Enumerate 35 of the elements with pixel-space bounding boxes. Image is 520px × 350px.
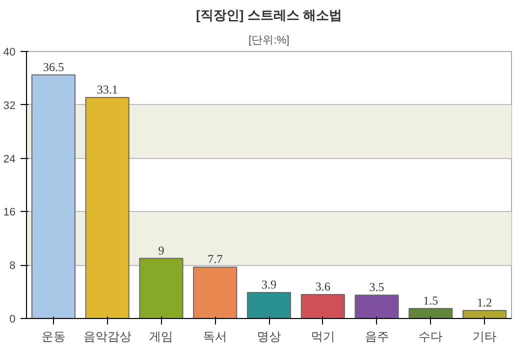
data-label: 3.9: [262, 277, 276, 292]
y-tick-label: 0: [9, 314, 16, 326]
x-tick-label: 독서: [203, 330, 228, 344]
data-label: 9: [158, 243, 164, 258]
bar: [85, 97, 130, 318]
x-tick-label: 수다: [418, 330, 443, 344]
bar: [31, 74, 76, 318]
data-label: 36.5: [42, 60, 64, 74]
x-tick-label: 먹기: [310, 330, 335, 344]
bar: [300, 294, 345, 318]
data-label: 1.5: [423, 293, 438, 308]
chart-subtitle: [단위:%]: [248, 34, 290, 46]
x-tick-label: 운동: [41, 330, 66, 344]
data-label: 3.6: [315, 279, 330, 294]
bar: [408, 308, 453, 318]
y-tick-label: 40: [3, 46, 16, 58]
y-tick-label: 32: [3, 100, 16, 112]
bar: [193, 266, 238, 318]
bar: [246, 292, 292, 318]
data-label: 33.1: [96, 82, 118, 97]
bar: [139, 258, 184, 318]
y-tick-label: 16: [3, 206, 16, 219]
x-tick-label: 음악감상: [83, 330, 132, 344]
x-tick-label: 게임: [149, 330, 174, 344]
data-label: 1.2: [477, 295, 492, 310]
bar: [354, 294, 399, 318]
x-tick-label: 기타: [472, 330, 497, 344]
bar: [462, 310, 507, 318]
chart-title: [직장인] 스트레스 해소법: [196, 8, 342, 22]
x-tick-label: 명상: [257, 330, 281, 344]
y-tick-label: 24: [3, 153, 16, 166]
y-tick-label: 8: [9, 260, 16, 272]
x-tick-label: 음주: [364, 330, 389, 344]
data-label: 7.7: [208, 252, 223, 266]
data-label: 3.5: [369, 280, 384, 294]
